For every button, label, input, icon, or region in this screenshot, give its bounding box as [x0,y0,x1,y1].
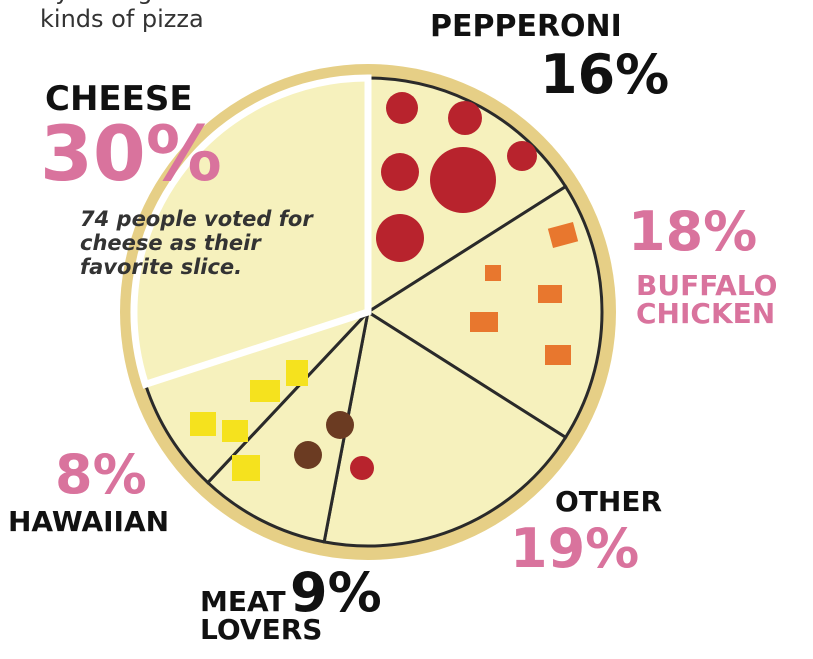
annotation: 74 people voted for cheese as their favo… [80,207,313,280]
value-label: 16% [540,43,670,106]
value-label: 30% [40,109,222,198]
pie-slice [322,309,568,548]
value-label: 18% [628,200,758,263]
subtitle: by voting for their favorite kinds of pi… [40,0,357,33]
slice-name: PEPPERONI [430,9,622,44]
slice-name: OTHER [555,485,663,518]
slice-name: CHEESE [45,79,193,119]
slice-name: HAWAIIAN [8,505,170,538]
pie-slice [130,74,372,389]
slice-name: BUFFALO CHICKEN [636,269,778,330]
value-label: 8% [55,443,147,506]
pie-slice [205,307,371,544]
value-label: 19% [510,517,640,580]
slice-name: MEAT LOVERS [200,585,323,646]
toppings [190,92,579,481]
value-label: 9% [290,561,382,624]
